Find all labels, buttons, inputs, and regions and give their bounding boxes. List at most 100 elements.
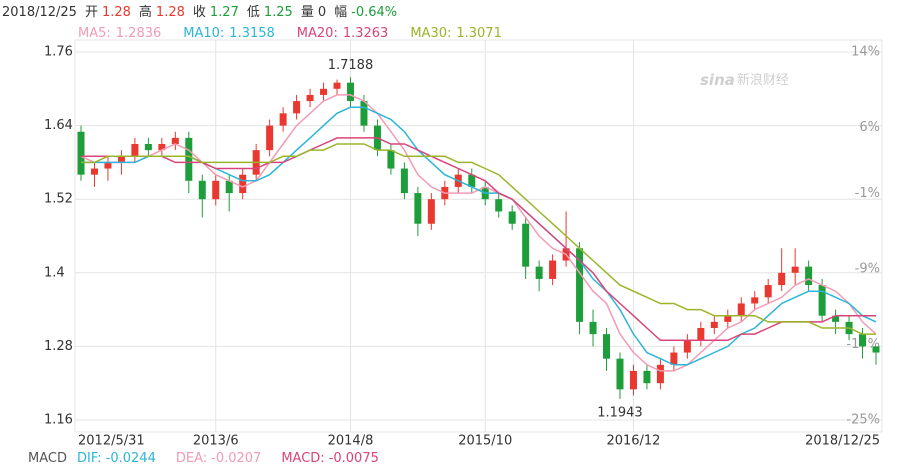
candle-body bbox=[185, 137, 193, 181]
candle-body bbox=[589, 321, 597, 335]
candle-body bbox=[320, 88, 328, 95]
candle-body bbox=[683, 340, 691, 353]
candle-body bbox=[710, 321, 718, 328]
y-tick-label: 1.64 bbox=[44, 118, 73, 133]
y2-tick-label: -9% bbox=[855, 262, 880, 277]
y2-tick-label: 14% bbox=[851, 45, 880, 60]
candle-body bbox=[791, 266, 799, 273]
candle-body bbox=[818, 285, 826, 316]
macd-value: -0.0075 bbox=[329, 451, 379, 466]
watermark: sina 新浪财经 bbox=[700, 71, 789, 89]
candle-body bbox=[387, 150, 395, 169]
info-label: 低 bbox=[247, 5, 260, 20]
candle-body bbox=[144, 144, 152, 151]
macd-label: DEA: bbox=[176, 451, 207, 466]
ma-line bbox=[81, 143, 876, 335]
macd-label: DIF: bbox=[77, 451, 102, 466]
candle-body bbox=[468, 174, 476, 187]
info-label: 量 bbox=[301, 5, 314, 20]
candle-body bbox=[198, 180, 206, 200]
x-tick-label: 2016/12 bbox=[606, 434, 660, 449]
candle-body bbox=[522, 223, 530, 267]
candle-body bbox=[724, 315, 732, 322]
candle-body bbox=[576, 248, 584, 322]
ma-line bbox=[81, 137, 876, 342]
candle-body bbox=[239, 174, 247, 194]
candle-body bbox=[764, 285, 772, 298]
macd-value: -0.0244 bbox=[106, 451, 156, 466]
candle-body bbox=[306, 94, 314, 102]
legend-name: MA20: bbox=[297, 26, 338, 41]
macd-value: -0.0207 bbox=[211, 451, 261, 466]
info-value: 1.28 bbox=[156, 5, 185, 20]
candle-body bbox=[832, 315, 840, 322]
info-value: 1.27 bbox=[210, 5, 239, 20]
info-value: 0 bbox=[318, 5, 326, 20]
ma-line bbox=[81, 106, 877, 366]
info-label: 高 bbox=[139, 4, 152, 20]
y2-tick-label: -1% bbox=[855, 186, 880, 201]
legend-name: MA10: bbox=[183, 26, 224, 41]
candle-body bbox=[333, 82, 341, 89]
candle-body bbox=[346, 82, 354, 102]
candle-body bbox=[629, 370, 637, 390]
max-annotation: 1.7188 bbox=[328, 58, 374, 73]
legend-name: MA30: bbox=[410, 26, 451, 41]
info-line: 2018/12/25 开 1.28 高 1.28 收 1.27 低 1.25 量 0 幅 -0.64% bbox=[2, 4, 397, 20]
candle-body bbox=[427, 199, 435, 224]
candle-body bbox=[656, 364, 664, 384]
candle-body bbox=[266, 125, 274, 151]
candle-body bbox=[859, 334, 867, 347]
min-annotation: 1.1943 bbox=[597, 405, 643, 420]
candle-body bbox=[872, 346, 880, 353]
candle-body bbox=[737, 303, 745, 316]
watermark-logo: sina bbox=[700, 71, 735, 89]
legend-value: 1.3071 bbox=[456, 26, 502, 41]
y2-tick-label: 6% bbox=[859, 120, 880, 135]
candle-body bbox=[117, 156, 125, 163]
candle-body bbox=[495, 199, 503, 212]
candle-body bbox=[225, 180, 233, 194]
legend-name: MA5: bbox=[78, 26, 111, 41]
candle-body bbox=[670, 352, 678, 365]
candle-body bbox=[778, 272, 786, 286]
candle-body bbox=[77, 131, 85, 175]
candle-body bbox=[90, 168, 98, 175]
candle-body bbox=[697, 328, 705, 341]
info-label: 开 bbox=[85, 5, 98, 20]
candle-body bbox=[293, 101, 301, 114]
x-tick-label: 2014/8 bbox=[328, 434, 374, 449]
candle-body bbox=[549, 260, 557, 279]
info-value: 1.28 bbox=[102, 5, 131, 20]
legend-value: 1.3158 bbox=[229, 26, 275, 41]
candle-body bbox=[603, 334, 611, 359]
plot-frame bbox=[74, 39, 883, 433]
x-tick-label: 2018/12/25 bbox=[805, 434, 880, 449]
y-tick-label: 1.76 bbox=[44, 45, 73, 60]
candle-body bbox=[131, 144, 139, 157]
candle-body bbox=[535, 266, 543, 279]
x-tick-label: 2012/5/31 bbox=[78, 434, 145, 449]
candle-body bbox=[279, 113, 287, 126]
ma-line bbox=[80, 94, 877, 372]
y2-tick-label: -25% bbox=[846, 413, 880, 428]
watermark-text: 新浪财经 bbox=[737, 72, 789, 88]
candle-body bbox=[751, 297, 759, 304]
candle-body bbox=[104, 162, 112, 169]
info-date: 2018/12/25 bbox=[2, 5, 77, 20]
y-tick-label: 1.28 bbox=[44, 339, 73, 354]
macd-label: MACD: bbox=[281, 451, 324, 466]
x-tick-label: 2013/6 bbox=[193, 434, 239, 449]
info-value: 1.25 bbox=[264, 5, 293, 20]
candle-body bbox=[643, 370, 651, 384]
candle-body bbox=[212, 180, 220, 200]
candle-body bbox=[171, 137, 179, 144]
info-label: 收 bbox=[193, 5, 206, 20]
candle-body bbox=[400, 168, 408, 194]
info-value: -0.64% bbox=[351, 5, 397, 20]
legend-value: 1.2836 bbox=[116, 26, 162, 41]
macd-line: MACD DIF: -0.0244 DEA: -0.0207 MACD: -0.0075 bbox=[28, 451, 379, 466]
candle-body bbox=[616, 358, 624, 390]
macd-title: MACD bbox=[28, 451, 67, 466]
